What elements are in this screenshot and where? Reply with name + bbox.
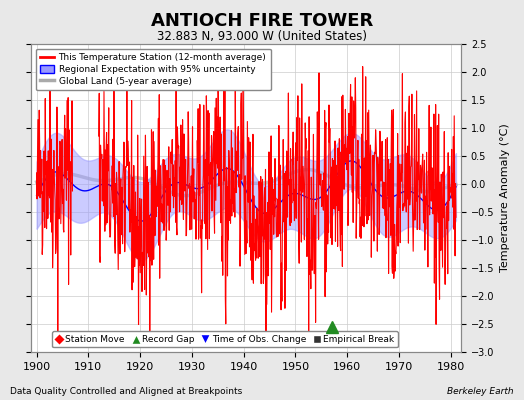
Text: 32.883 N, 93.000 W (United States): 32.883 N, 93.000 W (United States) xyxy=(157,30,367,43)
Y-axis label: Temperature Anomaly (°C): Temperature Anomaly (°C) xyxy=(500,124,510,272)
Text: Data Quality Controlled and Aligned at Breakpoints: Data Quality Controlled and Aligned at B… xyxy=(10,387,243,396)
Text: ANTIOCH FIRE TOWER: ANTIOCH FIRE TOWER xyxy=(151,12,373,30)
Legend: Station Move, Record Gap, Time of Obs. Change, Empirical Break: Station Move, Record Gap, Time of Obs. C… xyxy=(52,331,398,348)
Text: Berkeley Earth: Berkeley Earth xyxy=(447,387,514,396)
